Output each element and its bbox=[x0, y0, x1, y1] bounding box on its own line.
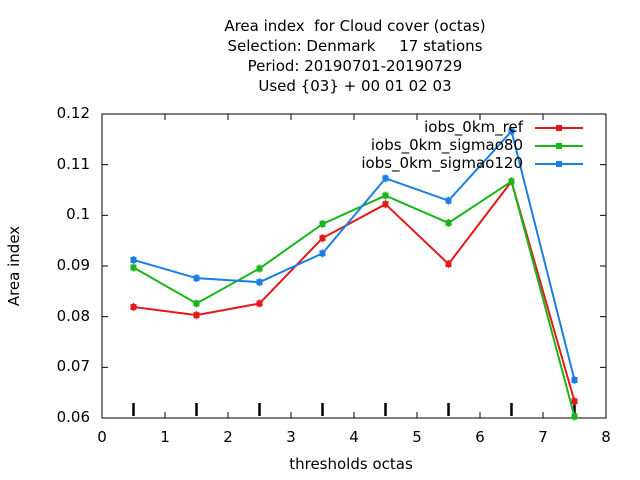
legend-label: iobs_0km_sigmao80 bbox=[370, 136, 523, 154]
data-point bbox=[130, 304, 137, 311]
x-tick-label: 7 bbox=[538, 428, 548, 446]
x-axis-label: thresholds octas bbox=[289, 455, 413, 473]
data-point bbox=[445, 219, 452, 226]
data-point bbox=[256, 300, 263, 307]
data-point bbox=[571, 398, 578, 405]
plot-frame bbox=[101, 113, 607, 419]
data-point bbox=[382, 175, 389, 182]
data-point bbox=[382, 201, 389, 208]
y-tick-label: 0.09 bbox=[56, 256, 90, 274]
chart-title-line-1: Area index for Cloud cover (octas) bbox=[224, 17, 486, 35]
y-axis-label: Area index bbox=[5, 225, 23, 307]
data-point bbox=[445, 197, 452, 204]
x-tick-label: 1 bbox=[160, 428, 170, 446]
data-point bbox=[130, 256, 137, 263]
legend-label: iobs_0km_ref bbox=[424, 118, 523, 136]
y-tick-label: 0.07 bbox=[56, 357, 90, 376]
x-tick-label: 6 bbox=[475, 428, 485, 446]
legend-marker bbox=[556, 143, 562, 149]
y-tick-label: 0.08 bbox=[56, 306, 90, 325]
data-point bbox=[256, 279, 263, 286]
y-tick-label: 0.06 bbox=[56, 408, 90, 426]
x-tick-label: 5 bbox=[412, 428, 422, 446]
chart-title-line-4: Used {03} + 00 01 02 03 bbox=[258, 77, 452, 95]
data-point bbox=[571, 377, 578, 383]
x-tick-label: 0 bbox=[97, 428, 107, 446]
x-tick-label: 2 bbox=[223, 428, 233, 446]
data-point bbox=[319, 235, 326, 242]
x-tick-label: 8 bbox=[601, 428, 611, 446]
data-point bbox=[319, 220, 326, 227]
data-point bbox=[193, 300, 200, 307]
y-tick-label: 0.12 bbox=[56, 104, 90, 122]
series-line-1 bbox=[133, 179, 576, 402]
data-point bbox=[508, 178, 515, 185]
y-tick-label: 0.11 bbox=[56, 154, 90, 173]
x-tick-label: 3 bbox=[286, 428, 296, 446]
data-point bbox=[193, 275, 200, 282]
x-tick-label: 4 bbox=[349, 428, 359, 446]
data-point bbox=[508, 128, 515, 135]
legend-marker bbox=[556, 161, 562, 167]
data-point bbox=[193, 312, 200, 319]
series-line-2 bbox=[133, 179, 576, 417]
chart-title-line-2: Selection: Denmark 17 stations bbox=[227, 37, 483, 55]
legend-marker bbox=[556, 125, 562, 131]
data-point bbox=[130, 264, 137, 271]
data-point bbox=[319, 250, 326, 257]
y-tick-label: 0.1 bbox=[66, 205, 90, 224]
chart-title-line-3: Period: 20190701-20190729 bbox=[247, 57, 463, 75]
data-point bbox=[445, 260, 452, 267]
legend-label: iobs_0km_sigmao120 bbox=[361, 154, 523, 172]
data-point bbox=[256, 265, 263, 272]
data-point bbox=[382, 192, 389, 199]
data-point bbox=[571, 413, 578, 420]
series-line-3 bbox=[133, 129, 576, 381]
